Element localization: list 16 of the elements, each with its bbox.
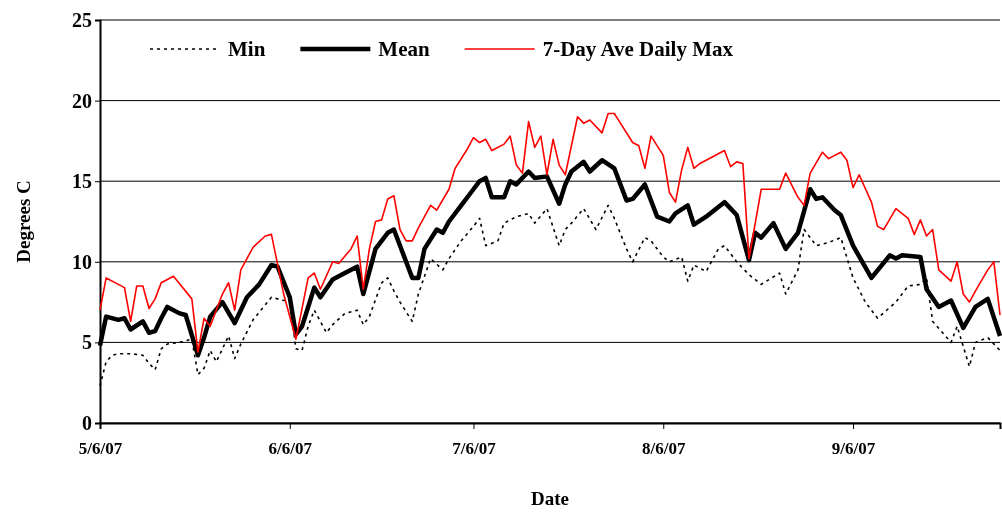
legend-label: Min	[228, 37, 266, 61]
x-tick-label: 5/6/07	[78, 439, 123, 459]
y-tick-label: 10	[72, 250, 92, 273]
y-tick-label: 0	[82, 411, 92, 434]
y-tick-label: 25	[72, 8, 92, 31]
x-tick-label: 8/6/07	[642, 439, 686, 459]
x-tick-label: 9/6/07	[831, 439, 876, 459]
legend-label: Mean	[378, 37, 430, 61]
y-tick-label: 20	[72, 89, 92, 112]
y-tick-label: 15	[72, 170, 92, 193]
x-tick-label: 7/6/07	[452, 439, 497, 459]
x-tick-label: 6/6/07	[268, 439, 313, 459]
x-axis-title: Date	[531, 488, 569, 509]
legend-label: 7-Day Ave Daily Max	[542, 37, 734, 61]
y-tick-label: 5	[82, 331, 92, 354]
y-axis-title: Degrees C	[13, 180, 34, 263]
